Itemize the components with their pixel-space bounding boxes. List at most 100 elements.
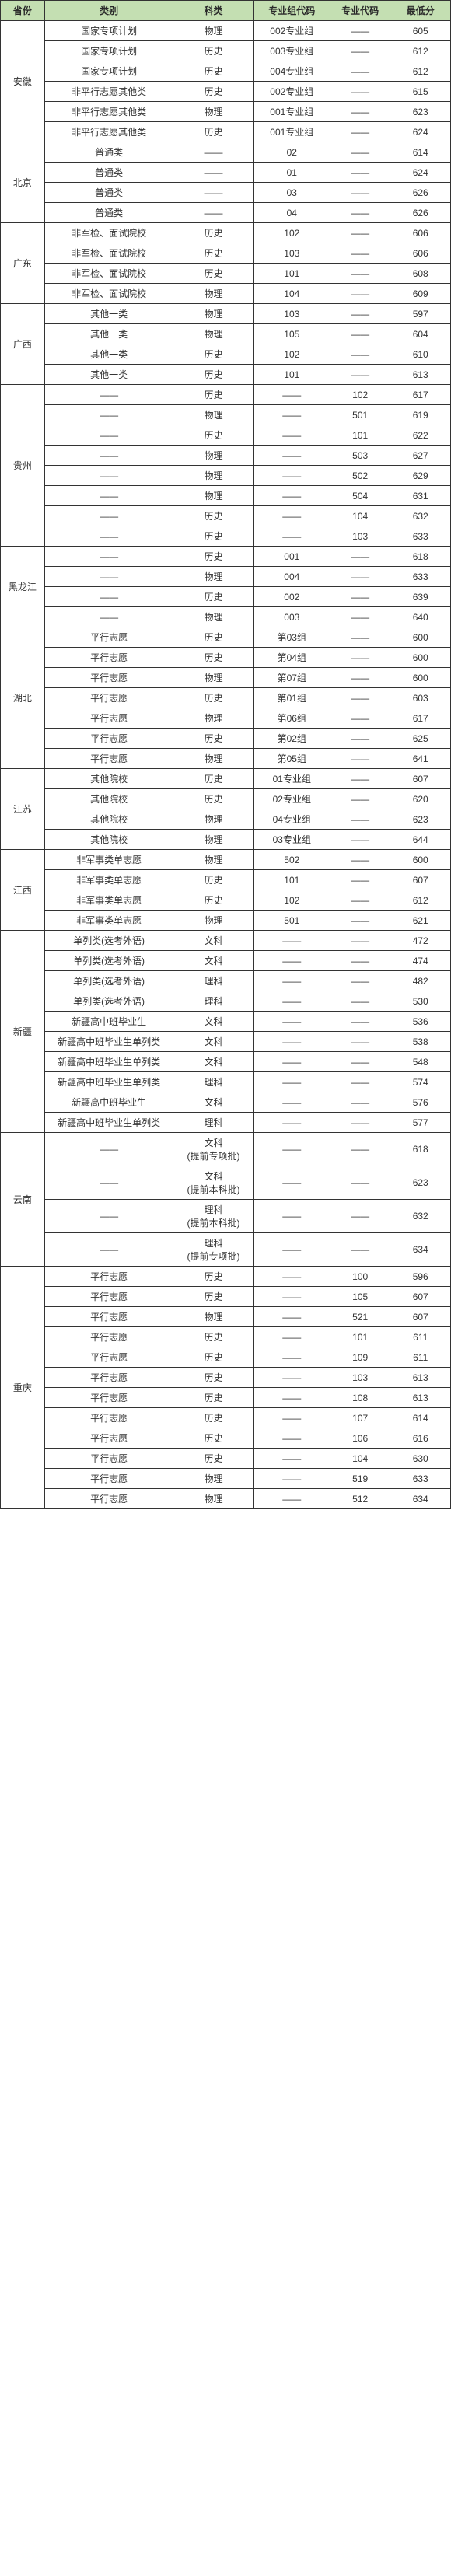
cell-group: ——	[253, 1408, 330, 1428]
cell-category: 新疆高中班毕业生单列类	[44, 1113, 173, 1133]
cell-subject: 历史	[173, 648, 253, 668]
cell-category: 平行志愿	[44, 1267, 173, 1287]
cell-score: 632	[390, 506, 451, 526]
cell-major: 101	[330, 425, 390, 446]
cell-score: 607	[390, 769, 451, 789]
cell-major: ——	[330, 668, 390, 688]
cell-category: 平行志愿	[44, 668, 173, 688]
cell-group: 第01组	[253, 688, 330, 708]
cell-major: ——	[330, 769, 390, 789]
cell-category: 国家专项计划	[44, 41, 173, 61]
table-row: 新疆高中班毕业生单列类文科————538	[1, 1032, 451, 1052]
cell-subject: 历史	[173, 506, 253, 526]
cell-subject: 理科	[173, 1072, 253, 1092]
table-row: 平行志愿历史——101611	[1, 1327, 451, 1347]
cell-subject: 历史	[173, 365, 253, 385]
cell-category: 非军事类单志愿	[44, 911, 173, 931]
table-row: 平行志愿历史第04组——600	[1, 648, 451, 668]
cell-category: 新疆高中班毕业生	[44, 1012, 173, 1032]
cell-score: 607	[390, 1307, 451, 1327]
cell-major: ——	[330, 1166, 390, 1200]
cell-major: 103	[330, 526, 390, 547]
cell-group: 01专业组	[253, 769, 330, 789]
admission-score-table: 省份 类别 科类 专业组代码 专业代码 最低分 安徽国家专项计划物理002专业组…	[0, 0, 451, 1509]
cell-major: ——	[330, 911, 390, 931]
cell-score: 611	[390, 1327, 451, 1347]
cell-score: 617	[390, 385, 451, 405]
cell-group: ——	[253, 931, 330, 951]
cell-score: 615	[390, 82, 451, 102]
table-row: 平行志愿历史第02组——625	[1, 729, 451, 749]
cell-score: 644	[390, 830, 451, 850]
table-row: 平行志愿历史——107614	[1, 1408, 451, 1428]
cell-major: ——	[330, 41, 390, 61]
cell-major: ——	[330, 365, 390, 385]
cell-group: 003专业组	[253, 41, 330, 61]
cell-group: 04专业组	[253, 809, 330, 830]
cell-group: 03	[253, 183, 330, 203]
table-row: 平行志愿历史——104630	[1, 1449, 451, 1469]
cell-major: ——	[330, 1233, 390, 1267]
cell-major: ——	[330, 1052, 390, 1072]
cell-subject: 理科	[173, 971, 253, 991]
cell-group: ——	[253, 991, 330, 1012]
cell-score: 600	[390, 850, 451, 870]
cell-score: 612	[390, 61, 451, 82]
cell-score: 611	[390, 1347, 451, 1368]
cell-subject: 历史	[173, 344, 253, 365]
cell-group: 004专业组	[253, 61, 330, 82]
cell-group: 002专业组	[253, 21, 330, 41]
cell-subject: 历史	[173, 1287, 253, 1307]
cell-subject: 文科	[173, 1092, 253, 1113]
cell-score: 623	[390, 809, 451, 830]
cell-category: 普通类	[44, 163, 173, 183]
cell-group: 第05组	[253, 749, 330, 769]
cell-group: 101	[253, 264, 330, 284]
cell-subject: 物理	[173, 1469, 253, 1489]
cell-group: ——	[253, 1489, 330, 1509]
cell-category: 国家专项计划	[44, 21, 173, 41]
cell-group: ——	[253, 1307, 330, 1327]
cell-category: 平行志愿	[44, 1327, 173, 1347]
table-row: 其他院校物理04专业组——623	[1, 809, 451, 830]
cell-subject: 文科	[173, 1012, 253, 1032]
cell-major: ——	[330, 971, 390, 991]
cell-group: 002	[253, 587, 330, 607]
cell-category: 平行志愿	[44, 1368, 173, 1388]
cell-subject: 历史	[173, 122, 253, 142]
cell-category: 平行志愿	[44, 1489, 173, 1509]
cell-category: 平行志愿	[44, 1428, 173, 1449]
cell-group: 01	[253, 163, 330, 183]
cell-subject: 文科	[173, 951, 253, 971]
cell-major: ——	[330, 890, 390, 911]
cell-score: 624	[390, 122, 451, 142]
cell-score: 472	[390, 931, 451, 951]
cell-category: 非军检、面试院校	[44, 223, 173, 243]
cell-major: 101	[330, 1327, 390, 1347]
table-row: 平行志愿历史——108613	[1, 1388, 451, 1408]
cell-subject: 历史	[173, 587, 253, 607]
cell-major: ——	[330, 284, 390, 304]
cell-score: 548	[390, 1052, 451, 1072]
cell-subject: 文科(提前专项批)	[173, 1133, 253, 1166]
cell-major: ——	[330, 1200, 390, 1233]
cell-group: ——	[253, 1200, 330, 1233]
cell-major: ——	[330, 1012, 390, 1032]
cell-score: 606	[390, 223, 451, 243]
table-row: 非平行志愿其他类物理001专业组——623	[1, 102, 451, 122]
table-row: 其他院校物理03专业组——644	[1, 830, 451, 850]
cell-category: 普通类	[44, 183, 173, 203]
cell-score: 603	[390, 688, 451, 708]
cell-subject: 物理	[173, 830, 253, 850]
cell-major: ——	[330, 749, 390, 769]
header-group: 专业组代码	[253, 1, 330, 21]
cell-category: ——	[44, 405, 173, 425]
cell-major: ——	[330, 1032, 390, 1052]
cell-category: 平行志愿	[44, 1449, 173, 1469]
cell-score: 625	[390, 729, 451, 749]
table-row: 江西非军事类单志愿物理502——600	[1, 850, 451, 870]
cell-category: 新疆高中班毕业生	[44, 1092, 173, 1113]
table-row: 平行志愿历史——106616	[1, 1428, 451, 1449]
table-row: 平行志愿物理第07组——600	[1, 668, 451, 688]
cell-group: ——	[253, 405, 330, 425]
